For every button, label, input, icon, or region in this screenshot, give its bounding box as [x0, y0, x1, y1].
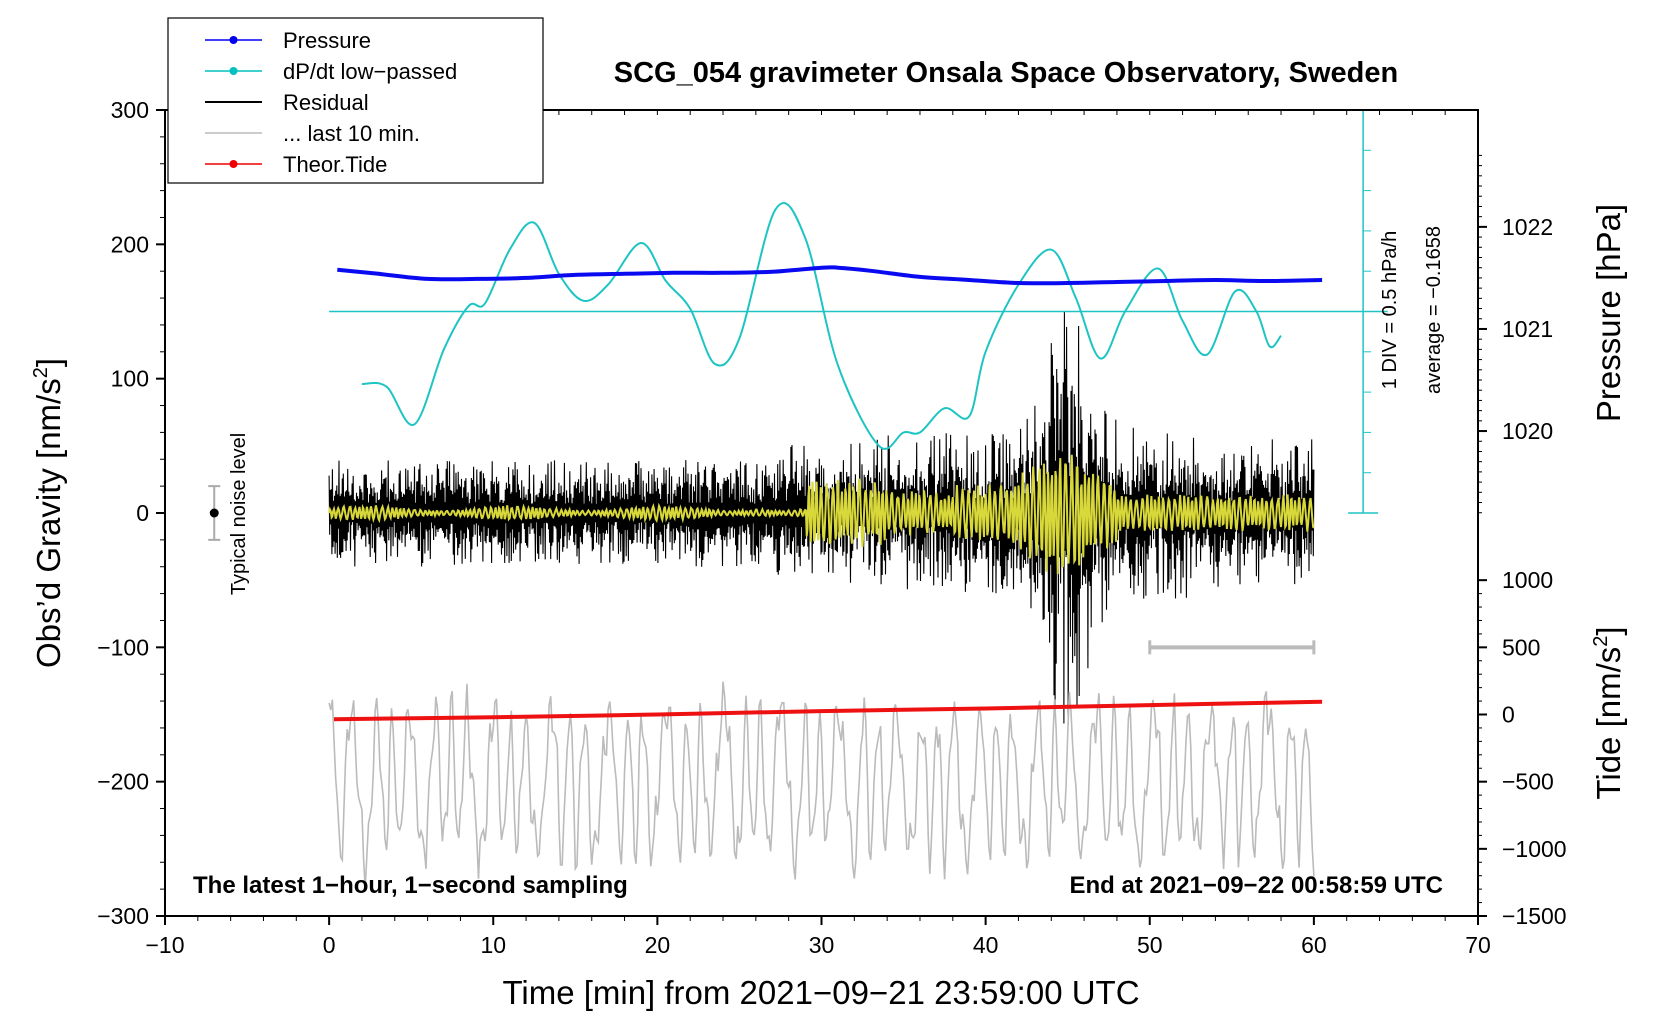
pressure-tick-label: 1022 — [1502, 214, 1553, 240]
axes-layer: −10 0 10 20 30 40 50 60 703002001000−100−200−300… — [97, 97, 1566, 958]
x-tick-label: 60 — [1301, 932, 1327, 958]
legend-label: Theor.Tide — [283, 152, 387, 177]
x-tick-label: 50 — [1137, 932, 1163, 958]
x-tick-label: 0 — [323, 932, 336, 958]
pressure-line — [337, 265, 1323, 286]
tide-tick-label: 1000 — [1502, 567, 1553, 593]
x-tick-label: −10 — [145, 932, 184, 958]
legend-label: Residual — [283, 90, 369, 115]
noise-dot — [209, 508, 219, 518]
y-axis-title-pressure: Pressure [hPa] — [1590, 204, 1627, 422]
legend-label: ... last 10 min. — [283, 121, 420, 146]
tide-tick-label: 0 — [1502, 702, 1515, 728]
series-layer — [328, 110, 1388, 888]
y-axis-title-tide: Tide [nm/s2] — [1590, 626, 1627, 799]
legend-marker — [229, 160, 238, 168]
legend: Pressure dP/dt low−passed Residual ... last… — [167, 17, 544, 184]
x-axis-title: Time [min] from 2021−09−21 23:59:00 UTC — [502, 974, 1139, 1011]
x-tick-label: 40 — [973, 932, 999, 958]
y-tick-label: 100 — [111, 366, 149, 392]
y-axis-title-tide-close: ] — [1590, 626, 1627, 635]
y-tick-label: −300 — [97, 903, 149, 929]
x-tick-label: 10 — [480, 932, 506, 958]
y-axis-title-tide-sup: 2 — [1590, 636, 1612, 647]
chart-title: SCG_054 gravimeter Onsala Space Observat… — [614, 57, 1398, 89]
legend-label: Pressure — [283, 28, 371, 53]
footer-left-label: The latest 1−hour, 1−second sampling — [193, 872, 628, 899]
dpdt-line — [361, 202, 1282, 450]
pressure-tick-label: 1021 — [1502, 316, 1553, 342]
legend-marker — [229, 67, 238, 75]
residual-line — [328, 311, 1315, 725]
y-tick-label: −100 — [97, 634, 149, 660]
legend-marker — [229, 36, 238, 44]
y-axis-title-gravity: Obs’d Gravity [nm/s2] — [30, 358, 67, 668]
tide-tick-label: −1500 — [1502, 903, 1567, 929]
legend-box — [167, 17, 544, 184]
y-tick-label: 300 — [111, 97, 149, 123]
tide-tick-label: −500 — [1502, 769, 1554, 795]
y-axis-title-gravity-main: Obs’d Gravity [nm/s — [30, 378, 67, 668]
y-tick-label: 0 — [136, 500, 149, 526]
scale-label-average: average = −0.1658 — [1423, 226, 1445, 394]
last10-line — [328, 681, 1315, 888]
scale-label-div: 1 DIV = 0.5 hPa/h — [1379, 231, 1401, 389]
footer-right-label: End at 2021−09−22 00:58:59 UTC — [1069, 872, 1443, 899]
residual-filtered-line — [328, 454, 1315, 575]
y-tick-label: −200 — [97, 769, 149, 795]
y-axis-title-tide-main: Tide [nm/s — [1590, 647, 1627, 800]
legend-label: dP/dt low−passed — [283, 59, 457, 84]
x-tick-label: 30 — [809, 932, 835, 958]
pressure-tick-label: 1020 — [1502, 418, 1553, 444]
x-tick-label: 20 — [645, 932, 671, 958]
x-tick-label: 70 — [1465, 932, 1491, 958]
y-axis-title-gravity-close: ] — [30, 358, 67, 367]
tide-tick-label: −1000 — [1502, 836, 1567, 862]
tide-tick-label: 500 — [1502, 634, 1540, 660]
noise-level-label: Typical noise level — [228, 433, 250, 595]
y-axis-title-gravity-sup: 2 — [30, 367, 52, 378]
tide-line — [333, 699, 1323, 722]
y-tick-label: 200 — [111, 231, 149, 257]
